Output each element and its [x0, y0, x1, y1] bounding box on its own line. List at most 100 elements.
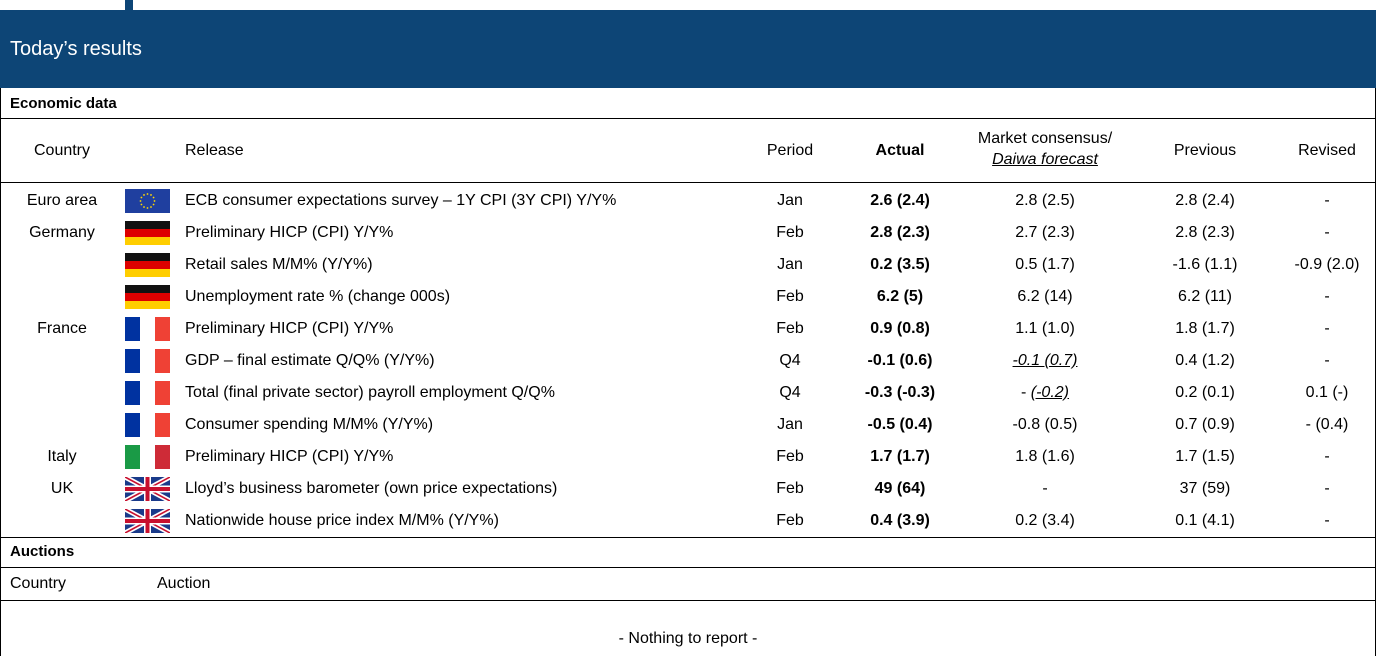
flag [125, 285, 170, 309]
section-title: Auctions [10, 543, 75, 560]
col-header: Country [33, 142, 91, 159]
period: Q4 [779, 352, 801, 369]
flag-icon [125, 381, 170, 405]
flag-icon [125, 189, 170, 213]
flag [125, 317, 170, 341]
revised: - [1324, 192, 1330, 209]
period: Jan [777, 416, 803, 433]
actual: 1.7 (1.7) [870, 448, 930, 465]
previous: 1.8 (1.7) [1175, 320, 1235, 337]
consensus: -0.8 (0.5) [1012, 416, 1078, 433]
previous: 0.1 (4.1) [1175, 512, 1235, 529]
revised: - [1324, 288, 1330, 305]
revised: - (0.4) [1305, 416, 1349, 433]
flag [125, 381, 170, 405]
revised: - [1324, 448, 1330, 465]
rule [0, 537, 1376, 538]
flag [123, 506, 172, 536]
consensus-cell: - [1042, 473, 1047, 505]
actual: 49 (64) [874, 480, 926, 497]
col-header: Release [185, 142, 244, 159]
previous: 0.4 (1.2) [1175, 352, 1235, 369]
consensus-cell: 2.8 (2.5) [1015, 185, 1075, 217]
release: ECB consumer expectations survey – 1Y CP… [185, 192, 617, 209]
flag [125, 445, 170, 469]
rule [0, 567, 1376, 568]
period: Feb [776, 288, 804, 305]
rule [0, 118, 1376, 119]
consensus: 1.8 (1.6) [1015, 448, 1075, 465]
flag-icon [125, 317, 170, 341]
consensus-cell: 6.2 (14) [1017, 281, 1072, 313]
previous: 1.7 (1.5) [1175, 448, 1235, 465]
flag [125, 413, 170, 437]
border [0, 88, 1, 656]
release: Preliminary HICP (CPI) Y/Y% [185, 448, 394, 465]
previous: 0.2 (0.1) [1175, 384, 1235, 401]
header-title: Today’s results [10, 38, 142, 60]
release: Preliminary HICP (CPI) Y/Y% [185, 320, 394, 337]
period: Jan [777, 192, 803, 209]
section-title: Economic data [10, 95, 117, 112]
consensus: 0.2 (3.4) [1015, 512, 1075, 529]
revised: - [1324, 224, 1330, 241]
release: Nationwide house price index M/M% (Y/Y%) [185, 512, 499, 529]
previous: -1.6 (1.1) [1172, 256, 1238, 273]
actual: -0.1 (0.6) [867, 352, 933, 369]
consensus-cell: 1.8 (1.6) [1015, 441, 1075, 473]
col-header: Daiwa forecast [992, 151, 1098, 168]
col-header: Revised [1298, 142, 1356, 159]
forecast: -0.1 (0.7) [1012, 352, 1078, 369]
period: Feb [776, 448, 804, 465]
previous: 2.8 (2.3) [1175, 224, 1235, 241]
period: Feb [776, 480, 804, 497]
consensus-cell: -0.1 (0.7) [1013, 345, 1078, 377]
period: Jan [777, 256, 803, 273]
note: - Nothing to report - [618, 630, 758, 647]
release: Unemployment rate % (change 000s) [185, 288, 451, 305]
flag [123, 474, 172, 504]
consensus-cell: 0.2 (3.4) [1015, 505, 1075, 537]
header-bar [0, 10, 1376, 88]
period: Q4 [779, 384, 801, 401]
revised: 0.1 (-) [1305, 384, 1349, 401]
col-header: Previous [1173, 142, 1237, 159]
revised: - [1324, 320, 1330, 337]
consensus-cell: 0.5 (1.7) [1015, 249, 1075, 281]
period: Feb [776, 512, 804, 529]
release: Retail sales M/M% (Y/Y%) [185, 256, 373, 273]
flag [125, 253, 170, 277]
previous: 0.7 (0.9) [1175, 416, 1235, 433]
flag-icon [125, 285, 170, 309]
consensus-cell: 2.7 (2.3) [1015, 217, 1075, 249]
country: Italy [47, 448, 77, 465]
rule [0, 600, 1376, 601]
actual: -0.3 (-0.3) [864, 384, 936, 401]
col-header: Auction [157, 575, 211, 592]
forecast: (-0.2) [1030, 384, 1070, 401]
col-header: Country [10, 575, 67, 592]
period: Feb [776, 224, 804, 241]
consensus: 0.5 (1.7) [1015, 256, 1075, 273]
country: Germany [29, 224, 95, 241]
actual: 2.8 (2.3) [870, 224, 930, 241]
period: Feb [776, 320, 804, 337]
release: Consumer spending M/M% (Y/Y%) [185, 416, 434, 433]
flag-icon [125, 253, 170, 277]
flag [125, 189, 170, 213]
consensus: - [1020, 384, 1027, 401]
consensus-cell: - (-0.2) [1021, 377, 1069, 409]
consensus: 2.8 (2.5) [1015, 192, 1075, 209]
consensus: 1.1 (1.0) [1015, 320, 1075, 337]
previous: 6.2 (11) [1178, 288, 1232, 305]
actual: 6.2 (5) [876, 288, 924, 305]
revised: - [1324, 352, 1330, 369]
revised: - [1324, 480, 1330, 497]
flag-icon [125, 221, 170, 245]
flag [125, 221, 170, 245]
actual: 2.6 (2.4) [870, 192, 930, 209]
consensus: 2.7 (2.3) [1015, 224, 1075, 241]
accent [125, 0, 133, 10]
release: GDP – final estimate Q/Q% (Y/Y%) [185, 352, 435, 369]
